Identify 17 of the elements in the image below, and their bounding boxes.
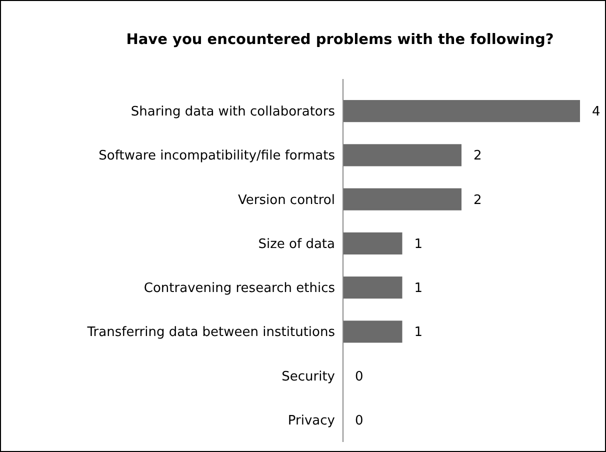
chart-title: Have you encountered problems with the following? [126, 32, 554, 48]
data-label: 1 [414, 281, 423, 296]
data-label: 2 [474, 148, 482, 164]
data-label: 2 [474, 192, 482, 208]
data-label: 1 [414, 236, 423, 252]
y-tick-label: Version control [238, 192, 335, 208]
y-tick-label: Privacy [288, 413, 336, 428]
y-tick-label: Transferring data between institutions [86, 325, 336, 340]
y-tick-label: Security [282, 369, 336, 384]
y-tick-label: Sharing data with collaborators [130, 104, 336, 120]
y-tick-label: Contravening research ethics [144, 281, 336, 296]
y-tick-label: Software incompatibility/file formats [98, 148, 336, 164]
data-label: 0 [355, 413, 364, 428]
data-label: 0 [355, 369, 364, 384]
data-label: 1 [414, 325, 423, 340]
data-label: 4 [592, 104, 600, 120]
y-tick-label: Size of data [258, 236, 335, 252]
